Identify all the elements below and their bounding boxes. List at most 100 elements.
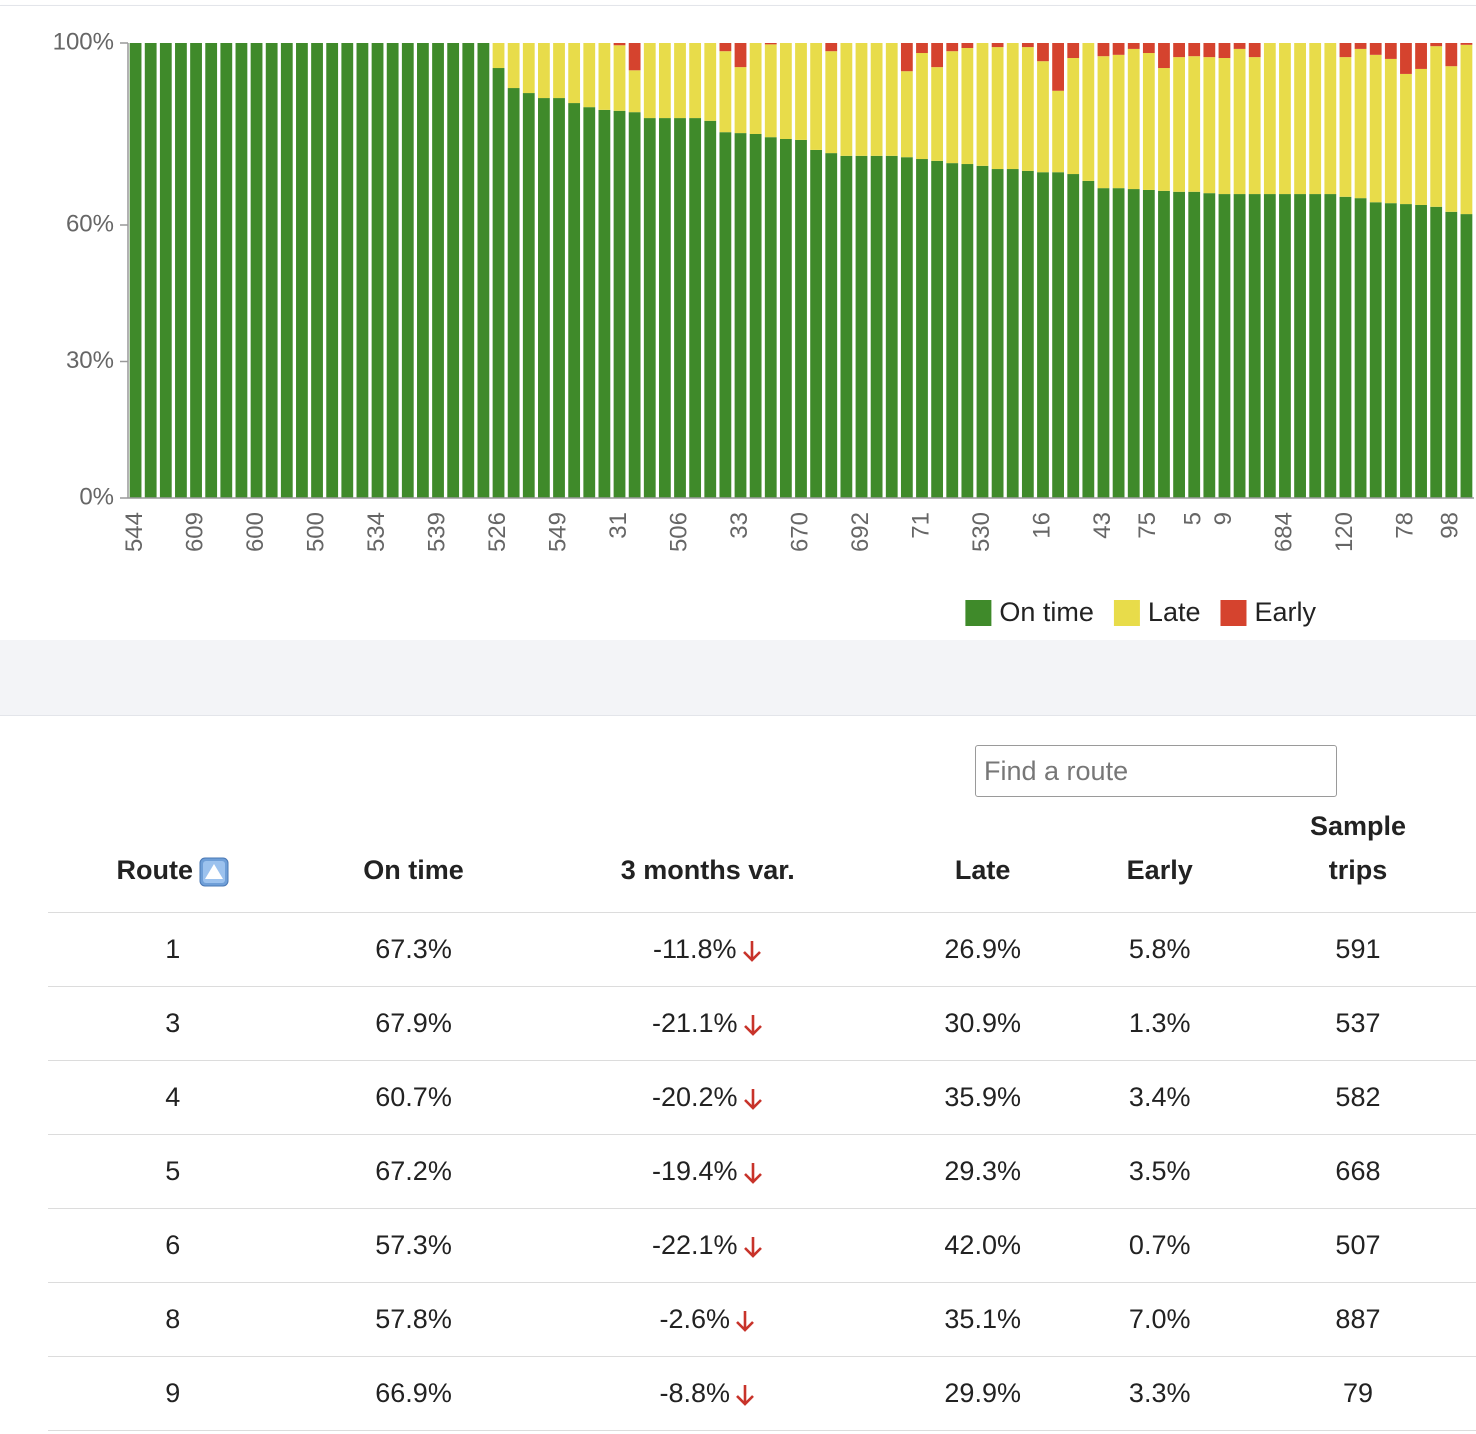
bar-segment bbox=[1006, 43, 1019, 170]
column-header[interactable]: On time bbox=[297, 800, 530, 913]
bar-segment bbox=[931, 160, 944, 498]
bar-segment bbox=[613, 45, 626, 111]
table-cell: 537 bbox=[1239, 986, 1476, 1061]
bar-segment bbox=[1430, 46, 1443, 207]
x-tick-label: 5 bbox=[1180, 512, 1207, 525]
bar-segment bbox=[159, 43, 172, 498]
bar-segment bbox=[1369, 54, 1382, 203]
bar-segment bbox=[1006, 169, 1019, 498]
bar-segment bbox=[598, 43, 611, 110]
table-cell: 1.3% bbox=[1079, 986, 1240, 1061]
bar-segment bbox=[296, 43, 308, 498]
bar-segment bbox=[1067, 58, 1080, 175]
bar-segment bbox=[628, 70, 641, 113]
down-arrow-icon bbox=[743, 1162, 762, 1184]
column-header[interactable]: Route bbox=[48, 800, 298, 913]
bar-segment bbox=[689, 118, 702, 498]
column-header[interactable]: Early bbox=[1079, 800, 1240, 913]
bar-segment bbox=[1294, 43, 1306, 195]
table-row: 9 66.9% -8.8% 29.9% 3.3% 79 bbox=[48, 1356, 1476, 1431]
cell-text: 29.9% bbox=[944, 1378, 1021, 1408]
bar-segment bbox=[311, 43, 323, 498]
table-cell: 5 bbox=[48, 1134, 298, 1209]
cell-text: 57.8% bbox=[375, 1304, 452, 1334]
chart-card: 544 609 600 500 534 539 526 549 31 506 33 670 692 71 5… bbox=[0, 5, 1476, 641]
table-cell: 35.9% bbox=[885, 1060, 1080, 1135]
bar-segment bbox=[1218, 194, 1231, 498]
x-tick-label: 692 bbox=[847, 512, 874, 552]
table-cell: 0.7% bbox=[1079, 1208, 1240, 1283]
x-tick-label: 530 bbox=[968, 512, 995, 552]
bar-segment bbox=[568, 43, 581, 104]
bar-segment bbox=[1415, 68, 1427, 205]
bar-segment bbox=[1188, 43, 1201, 57]
bar-segment bbox=[946, 43, 959, 52]
bar-segment bbox=[280, 43, 293, 498]
bar-segment bbox=[643, 43, 656, 119]
bar-segment bbox=[1188, 56, 1201, 192]
legend-label: Late bbox=[1148, 597, 1201, 627]
bar-segment bbox=[1309, 194, 1322, 498]
bar-segment bbox=[1127, 48, 1140, 190]
cell-text: -22.1% bbox=[651, 1230, 738, 1260]
bar-segment bbox=[840, 43, 853, 156]
bar-segment bbox=[1127, 189, 1140, 498]
bar-segment bbox=[1354, 198, 1367, 498]
search-input[interactable]: Find a route bbox=[975, 745, 1337, 797]
table-cell: 29.3% bbox=[885, 1134, 1080, 1209]
bar-segment bbox=[916, 53, 928, 160]
bar-segment bbox=[810, 149, 823, 499]
column-header[interactable]: Late bbox=[885, 800, 1080, 913]
bar-segment bbox=[1369, 43, 1382, 55]
cell-text: 35.9% bbox=[944, 1082, 1021, 1112]
y-tick-label: 100% bbox=[53, 28, 114, 55]
bar-segment bbox=[1052, 90, 1064, 173]
cell-text: 9 bbox=[165, 1378, 181, 1408]
bar-segment bbox=[613, 110, 626, 499]
cell-text: 8 bbox=[165, 1304, 181, 1334]
table-cell: 668 bbox=[1239, 1134, 1476, 1209]
table-row: 8 57.8% -2.6% 35.1% 7.0% 887 bbox=[48, 1282, 1476, 1357]
down-arrow-icon bbox=[736, 1310, 754, 1332]
table-cell: -11.8% bbox=[529, 912, 886, 987]
bar-segment bbox=[991, 43, 1004, 48]
table-cell: 8 bbox=[48, 1282, 298, 1357]
bar-segment bbox=[1369, 202, 1382, 498]
bar-segment bbox=[825, 43, 838, 52]
y-tick-label: 0% bbox=[79, 483, 114, 510]
bar-segment bbox=[1339, 43, 1352, 58]
bar-segment bbox=[991, 169, 1004, 498]
column-header[interactable]: Sample trips bbox=[1239, 800, 1476, 913]
column-header[interactable]: 3 months var. bbox=[529, 800, 886, 913]
bar-segment bbox=[1218, 58, 1231, 195]
x-tick-label: 75 bbox=[1134, 512, 1161, 539]
table-cell: 66.9% bbox=[297, 1356, 530, 1431]
bar-segment bbox=[568, 103, 581, 498]
bar-segment bbox=[144, 43, 157, 498]
cell-text: 0.7% bbox=[1128, 1230, 1191, 1260]
bar-segment bbox=[462, 43, 475, 498]
bar-segment bbox=[386, 43, 399, 498]
bar-segment bbox=[1233, 48, 1246, 195]
table-cell: 3.3% bbox=[1079, 1356, 1240, 1431]
bar-segment bbox=[931, 67, 944, 161]
sort-icon[interactable] bbox=[199, 857, 229, 887]
bar-segment bbox=[1112, 54, 1125, 189]
bar-segment bbox=[1400, 43, 1412, 74]
header-text: Sample trips bbox=[1309, 811, 1406, 885]
x-tick-label: 609 bbox=[181, 512, 208, 552]
bar-segment bbox=[447, 43, 460, 498]
bar-segment bbox=[885, 155, 898, 498]
bar-segment bbox=[764, 137, 777, 498]
down-arrow-icon bbox=[742, 940, 761, 962]
table-cell: -2.6% bbox=[529, 1282, 886, 1357]
cell-text: 3.5% bbox=[1128, 1156, 1191, 1186]
table-row: 4 60.7% -20.2% 35.9% 3.4% 582 bbox=[48, 1060, 1476, 1135]
bar-segment bbox=[477, 43, 490, 498]
bar-segment bbox=[916, 159, 928, 498]
bar-segment bbox=[1112, 43, 1125, 55]
cell-text: 537 bbox=[1335, 1008, 1381, 1038]
x-tick-label: 78 bbox=[1391, 512, 1418, 539]
y-tick-label: 60% bbox=[66, 210, 114, 237]
